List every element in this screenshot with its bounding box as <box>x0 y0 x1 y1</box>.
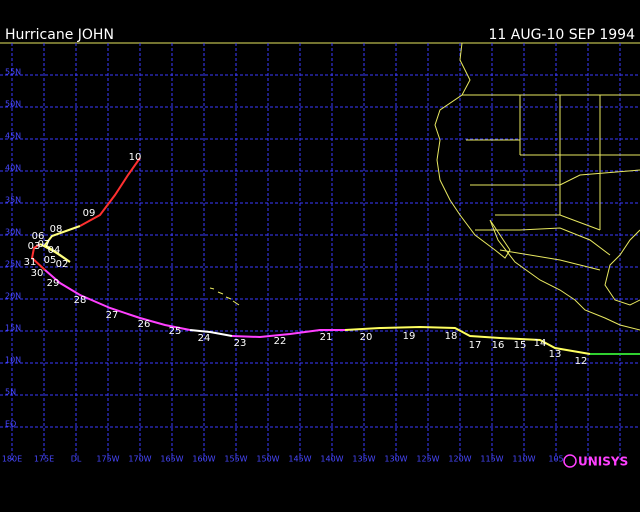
day-label: 19 <box>403 331 416 342</box>
day-label: 07 <box>38 239 51 250</box>
day-label: 02 <box>56 259 69 270</box>
lon-label: 150W <box>256 455 279 464</box>
lat-label: 25N <box>5 260 21 269</box>
lon-label: 105 <box>548 455 563 464</box>
lon-label: 130W <box>384 455 407 464</box>
day-label: 17 <box>469 340 482 351</box>
lon-label: 140W <box>320 455 343 464</box>
day-label: 21 <box>320 332 333 343</box>
track-segment <box>44 269 191 331</box>
day-label: 27 <box>106 310 119 321</box>
day-label: 20 <box>360 332 373 343</box>
lon-label: 110W <box>512 455 535 464</box>
day-label: 09 <box>83 208 96 219</box>
lon-label: 175E <box>34 455 54 464</box>
lat-label: 55N <box>5 68 21 77</box>
border <box>462 94 640 271</box>
track-segment <box>189 329 233 337</box>
lat-label: 20N <box>5 292 21 301</box>
lat-label: 10N <box>5 356 21 365</box>
coastline <box>604 229 640 306</box>
logo: UNISYS <box>578 455 628 469</box>
day-label: 08 <box>50 224 63 235</box>
day-label: 05 <box>44 255 57 266</box>
day-label: 22 <box>274 336 287 347</box>
lon-label: 170W <box>128 455 151 464</box>
day-label: 26 <box>138 319 151 330</box>
day-label: 25 <box>169 326 182 337</box>
lon-label: 155W <box>224 455 247 464</box>
title: Hurricane JOHN <box>5 27 114 43</box>
lon-label: 145W <box>288 455 311 464</box>
day-label: 18 <box>445 331 458 342</box>
day-label: 12 <box>575 356 588 367</box>
day-label: 13 <box>549 349 562 360</box>
lat-label: 35N <box>5 196 21 205</box>
track-segment <box>39 225 81 263</box>
day-label: 10 <box>129 152 142 163</box>
day-label: 03 <box>28 241 41 252</box>
date-range: 11 AUG-10 SEP 1994 <box>488 27 635 43</box>
day-label: 15 <box>514 340 527 351</box>
lat-label: 45N <box>5 132 21 141</box>
coastlines <box>209 42 640 331</box>
lon-label: 120W <box>448 455 471 464</box>
lon-label: 175W <box>96 455 119 464</box>
lon-label: 115W <box>480 455 503 464</box>
track <box>30 157 640 355</box>
copyright-mark <box>563 454 577 468</box>
islands <box>209 287 240 306</box>
lon-label: 160W <box>192 455 215 464</box>
track-segment <box>231 329 345 339</box>
track-segment <box>30 243 46 271</box>
day-label: 31 <box>24 257 37 268</box>
day-label: 24 <box>198 333 211 344</box>
day-label: 04 <box>48 245 61 256</box>
track-segment <box>79 157 141 227</box>
lat-label: 15N <box>5 324 21 333</box>
grid: 55N 50N 45N 40N 35N 30N 25N 20N 15N 10N 5N EQ 180E 17… <box>0 43 640 464</box>
lat-label: 5N <box>5 388 16 397</box>
lon-label: 165W <box>160 455 183 464</box>
lon-label: 125W <box>416 455 439 464</box>
day-label: 14 <box>534 338 547 349</box>
track-segment <box>344 325 591 355</box>
day-label: 06 <box>32 231 45 242</box>
lat-label: EQ <box>5 420 16 429</box>
day-label: 30 <box>31 268 44 279</box>
day-label: 28 <box>74 295 87 306</box>
lon-label: 180E <box>2 455 22 464</box>
coastline <box>434 42 640 331</box>
lat-label: 40N <box>5 164 21 173</box>
lon-label: DL <box>71 455 82 464</box>
lat-label: 50N <box>5 100 21 109</box>
day-label: 16 <box>492 340 505 351</box>
lon-label: 135W <box>352 455 375 464</box>
lat-label: 30N <box>5 228 21 237</box>
day-label: 23 <box>234 338 247 349</box>
day-label: 29 <box>47 278 60 289</box>
